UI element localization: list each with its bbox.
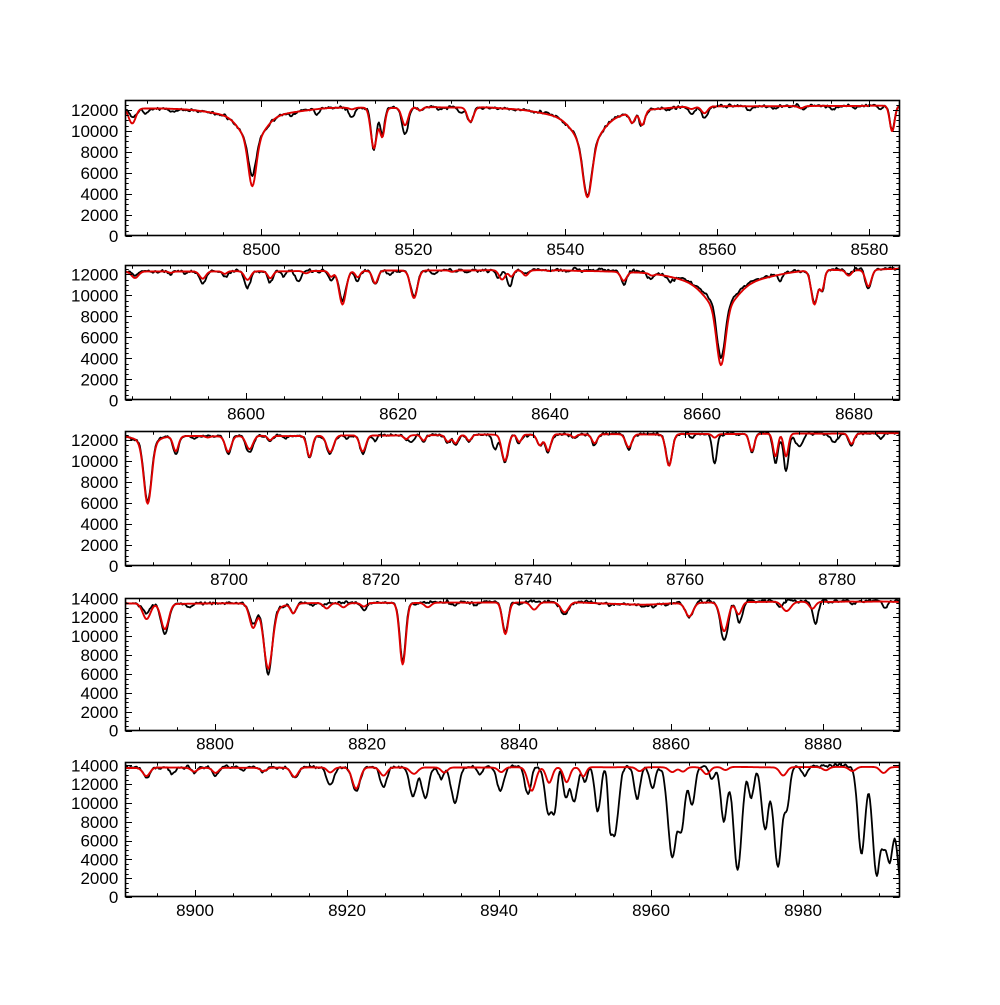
svg-text:8860: 8860 [652,735,690,754]
svg-text:8840: 8840 [500,735,538,754]
svg-text:0: 0 [109,888,118,907]
svg-text:2000: 2000 [80,370,118,389]
svg-text:4000: 4000 [80,515,118,534]
svg-text:4000: 4000 [80,349,118,368]
svg-text:6000: 6000 [80,832,118,851]
svg-text:10000: 10000 [71,122,118,141]
svg-text:14000: 14000 [71,756,118,775]
svg-text:8000: 8000 [80,143,118,162]
svg-text:8900: 8900 [176,901,214,920]
svg-text:4000: 4000 [80,185,118,204]
svg-text:2000: 2000 [80,536,118,555]
svg-text:8780: 8780 [818,570,856,589]
svg-text:14000: 14000 [71,589,118,608]
svg-text:8000: 8000 [80,473,118,492]
svg-text:6000: 6000 [80,494,118,513]
svg-text:12000: 12000 [71,775,118,794]
svg-text:8700: 8700 [210,570,248,589]
svg-text:8920: 8920 [328,901,366,920]
svg-text:2000: 2000 [80,703,118,722]
svg-text:8760: 8760 [666,570,704,589]
svg-text:10000: 10000 [71,286,118,305]
svg-text:8640: 8640 [531,404,569,423]
svg-text:8580: 8580 [850,240,888,259]
svg-text:8740: 8740 [514,570,552,589]
svg-text:12000: 12000 [71,608,118,627]
svg-text:4000: 4000 [80,850,118,869]
svg-text:0: 0 [109,391,118,410]
svg-text:6000: 6000 [80,164,118,183]
svg-text:12000: 12000 [71,431,118,450]
svg-text:0: 0 [109,227,118,246]
svg-text:8000: 8000 [80,307,118,326]
svg-text:12000: 12000 [71,101,118,120]
svg-text:8660: 8660 [683,404,721,423]
svg-text:10000: 10000 [71,627,118,646]
svg-text:8500: 8500 [242,240,280,259]
svg-text:2000: 2000 [80,206,118,225]
svg-text:12000: 12000 [71,265,118,284]
svg-text:6000: 6000 [80,665,118,684]
svg-text:8820: 8820 [348,735,386,754]
svg-text:8680: 8680 [835,404,873,423]
svg-text:0: 0 [109,722,118,741]
svg-text:8800: 8800 [196,735,234,754]
svg-text:0: 0 [109,557,118,576]
svg-text:8980: 8980 [784,901,822,920]
svg-text:8520: 8520 [394,240,432,259]
svg-text:8620: 8620 [379,404,417,423]
svg-text:8880: 8880 [804,735,842,754]
svg-text:8560: 8560 [698,240,736,259]
svg-text:4000: 4000 [80,684,118,703]
svg-text:10000: 10000 [71,452,118,471]
svg-text:8600: 8600 [227,404,265,423]
svg-text:2000: 2000 [80,869,118,888]
svg-text:10000: 10000 [71,794,118,813]
svg-text:6000: 6000 [80,328,118,347]
svg-text:8000: 8000 [80,646,118,665]
svg-text:8720: 8720 [362,570,400,589]
svg-text:8940: 8940 [480,901,518,920]
svg-text:8540: 8540 [546,240,584,259]
svg-text:8960: 8960 [632,901,670,920]
svg-text:8000: 8000 [80,813,118,832]
